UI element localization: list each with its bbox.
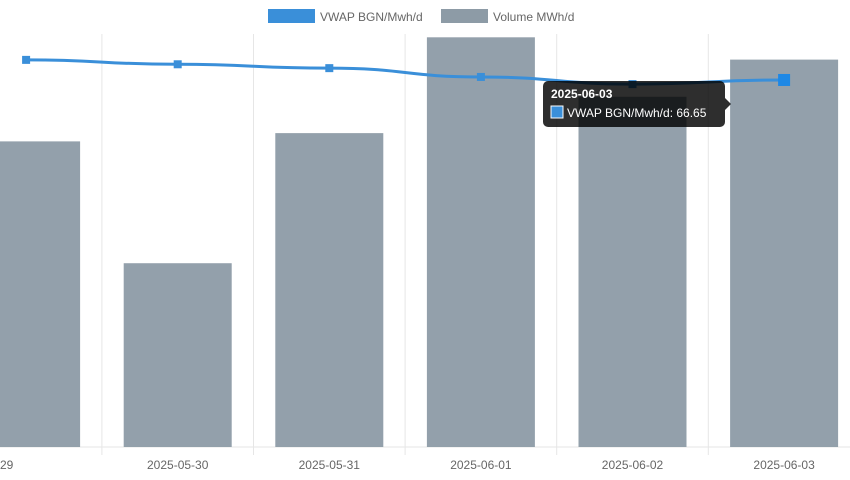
tooltip-separator: :: [670, 106, 677, 120]
tooltip-caret: [725, 98, 731, 110]
bar-volume-2025-06-03[interactable]: [730, 59, 839, 448]
x-axis-ticks: 29 2025-05-30 2025-05-31 2025-06-01 2025-06-…: [0, 458, 815, 472]
bar-volume-2025-06-02[interactable]: [578, 96, 687, 447]
point-vwap-2025-05-30[interactable]: [173, 60, 182, 69]
tooltip: 2025-06-03 VWAP BGN/Mwh/d: 66.65: [543, 81, 731, 127]
tooltip-title: 2025-06-03: [551, 87, 613, 101]
bar-volume-2025-05-30[interactable]: [123, 263, 232, 447]
point-vwap-2025-05-31[interactable]: [325, 64, 334, 73]
legend-label-vwap[interactable]: VWAP BGN/Mwh/d: [320, 10, 423, 24]
x-tick-label-2025-06-02: 2025-06-02: [602, 458, 664, 472]
bar-volume-2025-06-01[interactable]: [426, 37, 535, 447]
bar-volume-2025-05-31[interactable]: [275, 133, 384, 447]
bar-volume-2025-05-29[interactable]: [0, 141, 81, 447]
x-tick-label-2025-05-29: 29: [0, 458, 14, 472]
x-tick-label-2025-06-03: 2025-06-03: [753, 458, 815, 472]
x-tick-label-2025-06-01: 2025-06-01: [450, 458, 512, 472]
tooltip-box: [543, 81, 725, 127]
legend-swatch-vwap[interactable]: [268, 9, 315, 23]
legend-label-volume[interactable]: Volume MWh/d: [493, 10, 574, 24]
tooltip-color-swatch: [550, 105, 564, 119]
tooltip-body: VWAP BGN/Mwh/d: 66.65: [567, 106, 707, 120]
tooltip-value: 66.65: [676, 106, 706, 120]
legend-swatch-volume[interactable]: [441, 9, 488, 23]
x-tick-label-2025-05-30: 2025-05-30: [147, 458, 209, 472]
point-vwap-2025-06-03[interactable]: [778, 73, 791, 86]
x-tick-label-2025-05-31: 2025-05-31: [299, 458, 361, 472]
bar-layer: [0, 37, 839, 448]
point-vwap-2025-05-29[interactable]: [22, 55, 31, 64]
legend: VWAP BGN/Mwh/d Volume MWh/d: [268, 9, 574, 24]
point-vwap-2025-06-01[interactable]: [476, 72, 485, 81]
tooltip-series-name: VWAP BGN/Mwh/d: [567, 106, 670, 120]
